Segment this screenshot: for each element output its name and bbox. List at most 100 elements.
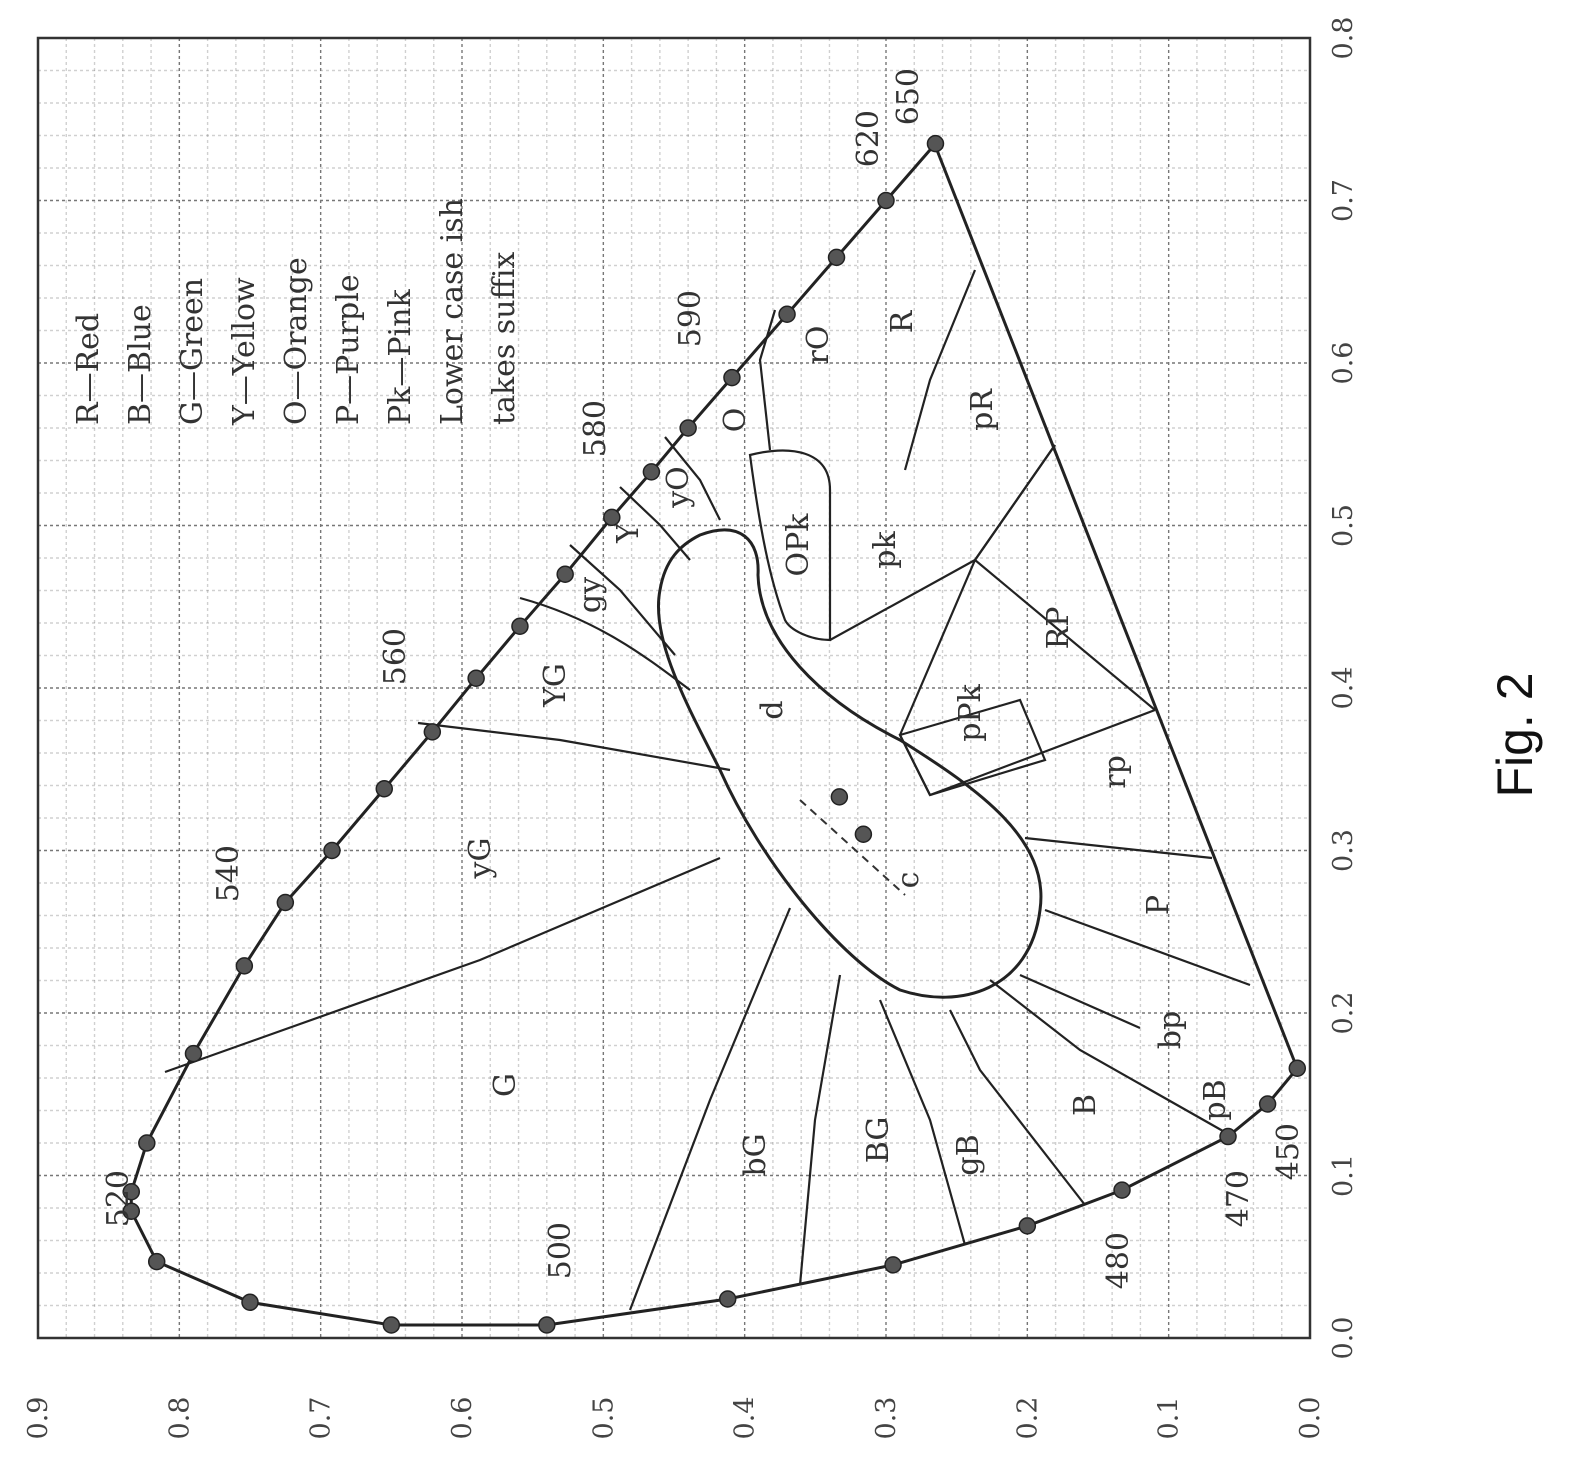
y-axis-ticks: 0.0 0.1 0.2 0.3 0.4 0.5 0.6 0.7 0.8 0.9 [23,1397,1326,1440]
wavelength-label: 560 [378,628,413,685]
locus-point [723,368,741,387]
region-label: bG [738,1133,773,1176]
wavelength-label: 450 [1271,1123,1306,1180]
locus-point [184,1044,203,1063]
region-boundaries [164,269,1251,1311]
purple-line [933,144,1299,1069]
locus-point [877,191,895,210]
locus-point [556,565,574,583]
x-tick-label: 0.6 [1328,342,1359,385]
locus-point [1219,1127,1237,1146]
region-label: RP [1041,607,1076,650]
region-label: c [891,872,926,889]
locus-point [1018,1217,1037,1235]
plot-frame [36,36,1312,1340]
locus-point [1113,1181,1131,1199]
legend: R—Red B—Blue G—Green Y—Yellow O—Orange P… [71,198,522,426]
y-tick-label: 0.1 [1154,1397,1185,1440]
region-label: gy [573,577,608,613]
region-label: YG [538,663,573,708]
x-tick-label: 0.1 [1328,1154,1359,1197]
locus-point [375,780,394,798]
locus-point [538,1316,556,1334]
wavelength-labels: 650 620 590 580 560 540 520 500 480 470 … [101,68,1306,1289]
wavelength-label: 480 [1101,1232,1136,1289]
locus-point [467,669,485,687]
region-label: pk [868,530,903,568]
locus-point [718,1290,737,1308]
wavelength-label: 650 [891,68,926,125]
legend-item: O—Orange [279,257,314,425]
region-label: gB [951,1134,986,1175]
locus-point [1258,1095,1277,1113]
x-tick-label: 0.7 [1328,179,1359,222]
figure-caption: Fig. 2 [1487,672,1543,797]
y-tick-label: 0.3 [871,1397,902,1440]
locus-point [276,893,295,912]
legend-item: P—Purple [331,274,366,425]
y-tick-label: 0.6 [447,1397,478,1440]
locus-point [323,841,341,860]
x-tick-label: 0.5 [1328,504,1359,547]
x-tick-label: 0.3 [1328,829,1359,872]
locus-point [382,1316,401,1334]
region-label: d [755,700,790,719]
locus-point [1288,1059,1307,1077]
region-label: pR [965,388,1000,431]
wavelength-label: 580 [578,400,613,457]
x-axis-ticks: 0.0 0.1 0.2 0.3 0.4 0.5 0.6 0.7 0.8 [1328,17,1359,1360]
y-tick-label: 0.0 [1295,1397,1326,1440]
legend-item: R—Red [71,313,106,425]
region-label: rp [1098,755,1133,789]
opk-region-outline [748,449,832,642]
grid [37,37,1311,1339]
wavelength-label: 500 [543,1222,578,1279]
y-tick-label: 0.5 [588,1397,619,1440]
y-tick-label: 0.8 [164,1397,195,1440]
x-tick-label: 0.2 [1328,992,1359,1035]
region-label: B [1068,1094,1103,1116]
locus-point [241,1293,259,1311]
region-label: pB [1198,1079,1233,1120]
locus-point [679,419,697,437]
locus-point [147,1252,166,1271]
legend-item: G—Green [175,278,210,425]
region-label: rO [801,326,836,365]
wavelength-label: 540 [211,845,246,902]
locus-point [778,305,796,323]
wavelength-label: 520 [101,1170,136,1227]
wavelength-label: 620 [851,110,886,167]
neutral-region [657,528,1043,999]
locus-point [423,723,442,741]
locus-point [122,1202,141,1220]
region-label: pPk [953,683,988,741]
locus-point [603,508,621,527]
ppk-region-outline [898,698,1047,797]
region-label: R [885,309,920,333]
region-labels: G yG YG gy Y yO O rO R pR OPk pk RP pPk … [463,309,1233,1176]
wavelength-label: 470 [1221,1170,1256,1227]
locus-point [642,463,661,481]
region-label: O [718,408,753,433]
y-tick-label: 0.2 [1012,1397,1043,1440]
region-label: G [488,1073,523,1097]
legend-item: Lower case ish [435,198,470,425]
region-label: yO [661,466,696,509]
locus-point [884,1256,902,1274]
region-label: P [1141,895,1176,915]
legend-item: Pk—Pink [383,289,418,425]
locus-point [926,134,945,153]
legend-item: B—Blue [123,304,158,425]
neutral-point [830,788,849,806]
locus-point [511,617,529,635]
locus-point [827,248,846,267]
locus-markers [122,134,1307,1334]
region-label: OPk [781,513,816,577]
region-label: bp [1153,1011,1188,1049]
neutral-axis [799,799,906,896]
region-label: Y [611,522,646,544]
legend-item: takes suffix [487,252,522,425]
locus-point [138,1134,156,1152]
region-label: BG [861,1117,896,1164]
